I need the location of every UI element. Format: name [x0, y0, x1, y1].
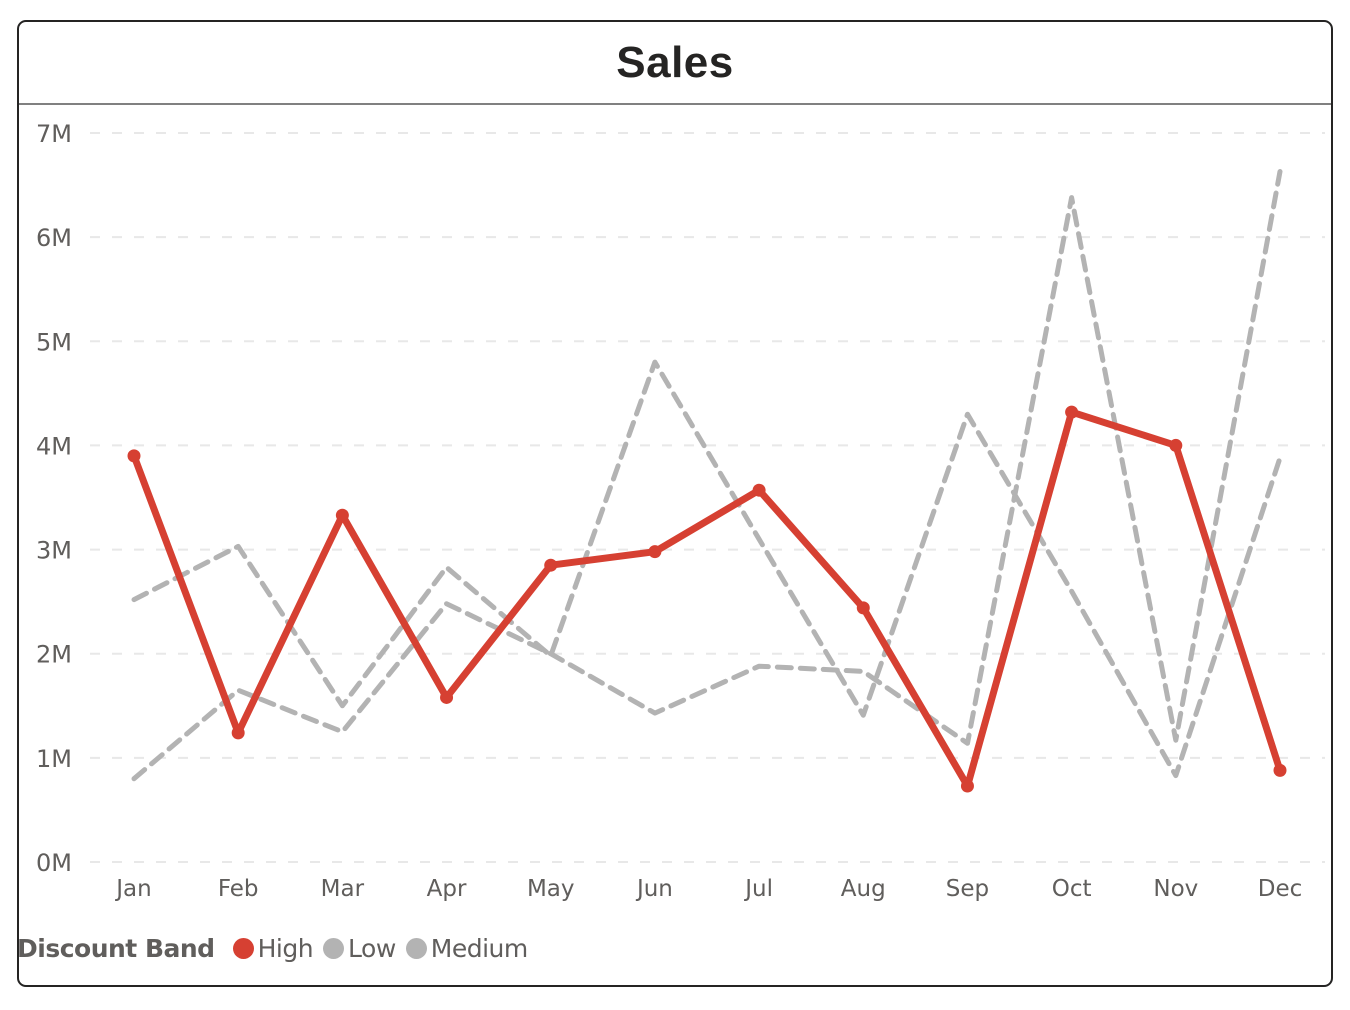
legend-item-high[interactable]: High [232, 933, 314, 963]
x-tick-label: Sep [946, 876, 989, 902]
legend-title: Discount Band [17, 933, 215, 963]
legend-label: Medium [430, 933, 528, 963]
data-point-marker[interactable] [544, 558, 558, 572]
x-tick-label: Apr [427, 876, 467, 902]
y-tick-label: 4M [36, 432, 72, 460]
legend-marker-icon [232, 937, 254, 959]
y-tick-label: 7M [36, 120, 72, 148]
series-lines[interactable] [127, 169, 1287, 793]
y-axis-ticks: 0M 1M 2M 3M 4M 5M 6M 7M [36, 120, 72, 877]
x-tick-label: Feb [218, 876, 259, 902]
data-point-marker[interactable] [1169, 438, 1183, 452]
series-medium[interactable] [131, 169, 1283, 782]
y-tick-label: 0M [36, 849, 72, 877]
y-tick-label: 3M [36, 537, 72, 565]
data-point-marker[interactable] [1273, 763, 1287, 777]
legend-label: High [257, 933, 314, 963]
data-point-marker[interactable] [335, 508, 349, 522]
data-point-marker[interactable] [856, 601, 870, 615]
title-divider [19, 103, 1331, 105]
data-point-marker[interactable] [127, 449, 141, 463]
chart-card: Sales [17, 20, 1333, 987]
data-point-marker[interactable] [752, 483, 766, 497]
x-axis-ticks: Jan Feb Mar Apr May Jun Jul Aug Sep Oct Nov Dec [114, 876, 1302, 902]
gridlines [90, 132, 1325, 863]
chart-title: Sales [616, 37, 734, 87]
legend-marker-icon [405, 937, 427, 959]
y-tick-label: 1M [36, 745, 72, 773]
data-point-marker[interactable] [960, 779, 974, 793]
legend: Discount Band High Low Medium [17, 928, 538, 968]
x-tick-label: Aug [841, 876, 886, 902]
x-tick-label: Oct [1052, 876, 1092, 902]
x-tick-label: Jul [743, 876, 773, 902]
series-low[interactable] [131, 359, 1283, 779]
x-tick-label: Jan [114, 876, 151, 902]
legend-item-medium[interactable]: Medium [405, 933, 528, 963]
data-point-marker[interactable] [648, 545, 662, 559]
data-point-marker[interactable] [440, 690, 454, 704]
data-point-marker[interactable] [1065, 405, 1079, 419]
y-tick-label: 6M [36, 224, 72, 252]
legend-label: Low [348, 933, 396, 963]
y-tick-label: 2M [36, 641, 72, 669]
legend-marker-icon [323, 937, 345, 959]
x-tick-label: Dec [1258, 876, 1303, 902]
legend-item-low[interactable]: Low [323, 934, 396, 963]
x-tick-label: Nov [1153, 876, 1198, 902]
x-tick-label: Jun [635, 876, 673, 902]
series-high[interactable] [127, 405, 1287, 793]
x-tick-label: Mar [321, 876, 365, 902]
x-tick-label: May [527, 876, 575, 902]
y-tick-label: 5M [36, 328, 72, 356]
data-point-marker[interactable] [231, 726, 245, 740]
